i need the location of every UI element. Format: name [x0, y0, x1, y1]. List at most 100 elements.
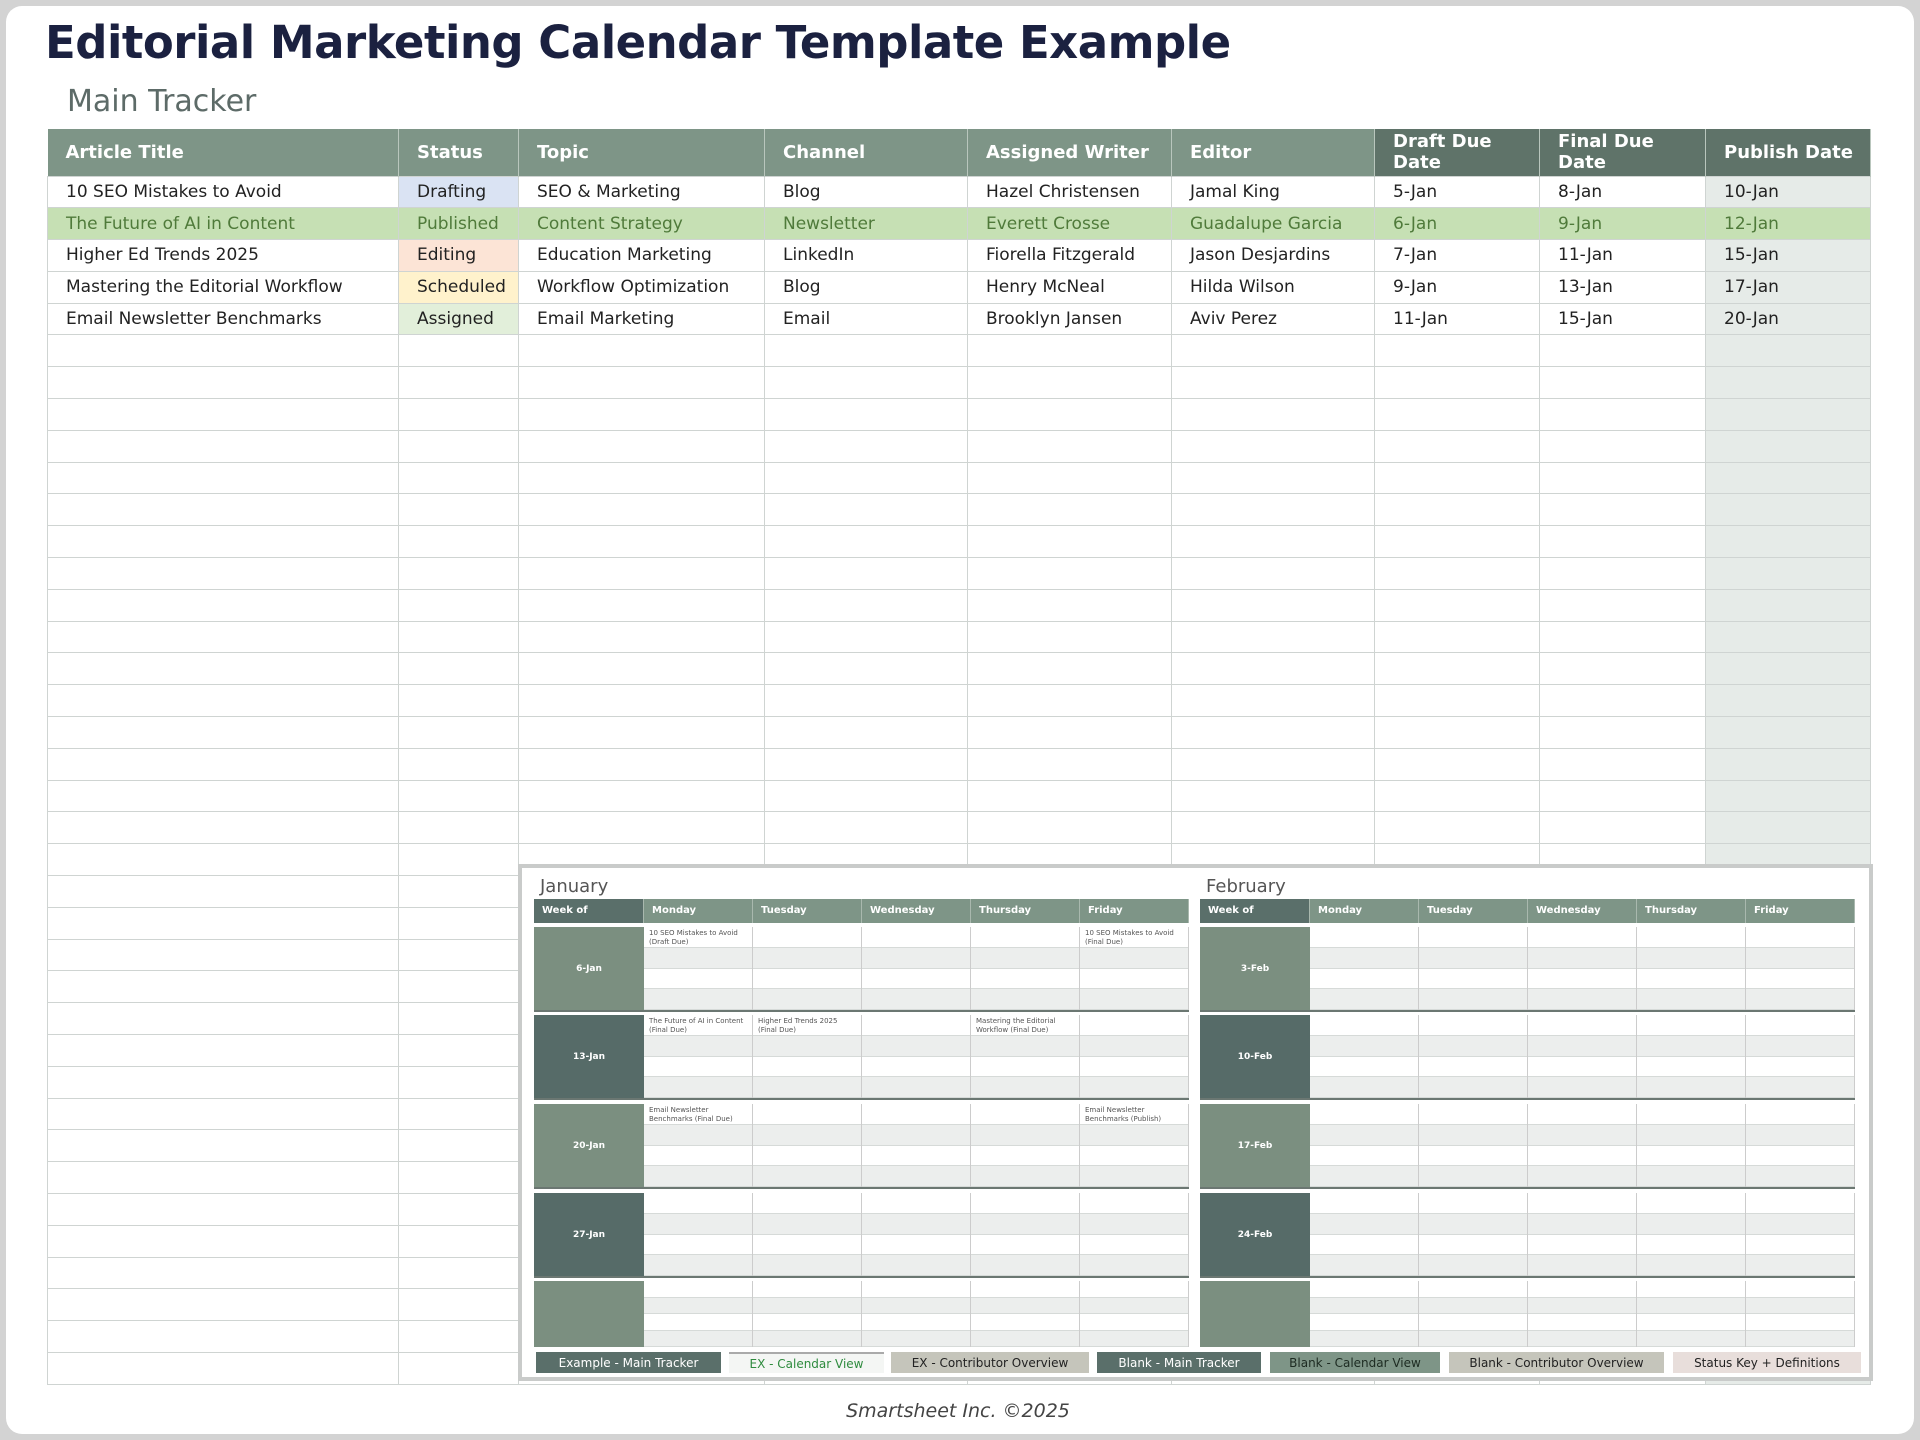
table-cell[interactable]: [1705, 525, 1871, 559]
calendar-slot[interactable]: 10 SEO Mistakes to Avoid (Final Due): [1080, 927, 1188, 948]
day-cell[interactable]: [1528, 1015, 1637, 1098]
calendar-slot[interactable]: [753, 969, 861, 990]
calendar-slot[interactable]: [1528, 1124, 1636, 1146]
column-header[interactable]: Article Title: [47, 129, 399, 176]
table-cell[interactable]: [1705, 493, 1871, 527]
calendar-slot[interactable]: [971, 1330, 1079, 1347]
table-cell[interactable]: 7-Jan: [1374, 239, 1540, 272]
sheet-tab[interactable]: Blank - Main Tracker: [1097, 1352, 1261, 1373]
day-cell[interactable]: [1419, 1281, 1528, 1347]
table-cell[interactable]: Email Newsletter Benchmarks: [47, 302, 399, 336]
table-cell[interactable]: 6-Jan: [1374, 207, 1540, 241]
table-cell[interactable]: [1374, 398, 1540, 431]
calendar-slot[interactable]: [862, 1124, 970, 1146]
table-cell[interactable]: Fiorella Fitzgerald: [967, 239, 1172, 272]
day-cell[interactable]: [1528, 927, 1637, 1010]
table-cell[interactable]: [398, 875, 519, 908]
table-cell[interactable]: [47, 1161, 399, 1194]
table-cell[interactable]: 5-Jan: [1374, 175, 1540, 209]
calendar-slot[interactable]: [1080, 1124, 1188, 1146]
table-cell[interactable]: [1705, 334, 1871, 368]
table-cell[interactable]: [47, 493, 399, 527]
calendar-slot[interactable]: [1310, 947, 1418, 969]
table-cell[interactable]: [967, 493, 1172, 527]
calendar-slot[interactable]: [862, 989, 970, 1010]
table-cell[interactable]: [1705, 716, 1871, 749]
table-cell[interactable]: [1374, 716, 1540, 749]
calendar-slot[interactable]: [862, 1057, 970, 1078]
table-cell[interactable]: [1374, 493, 1540, 527]
day-cell[interactable]: [753, 1193, 862, 1276]
calendar-slot[interactable]: [1746, 1035, 1854, 1057]
table-cell[interactable]: [1705, 557, 1871, 590]
calendar-slot[interactable]: [644, 1166, 752, 1187]
calendar-slot[interactable]: [1637, 1255, 1745, 1276]
day-cell[interactable]: [1419, 1104, 1528, 1187]
calendar-slot[interactable]: [1528, 1104, 1636, 1125]
table-cell[interactable]: [1539, 620, 1706, 654]
calendar-slot[interactable]: [1310, 1255, 1418, 1276]
table-cell[interactable]: [398, 747, 519, 781]
table-cell[interactable]: [764, 461, 968, 495]
table-cell[interactable]: [967, 747, 1172, 781]
calendar-slot[interactable]: [644, 1297, 752, 1314]
table-cell[interactable]: [1705, 588, 1871, 622]
calendar-slot[interactable]: [1528, 1015, 1636, 1036]
calendar-slot[interactable]: [1080, 1166, 1188, 1187]
calendar-slot[interactable]: [1746, 1193, 1854, 1214]
table-cell[interactable]: [1171, 366, 1375, 400]
calendar-slot[interactable]: [1528, 1213, 1636, 1235]
table-cell[interactable]: Drafting: [398, 175, 519, 209]
calendar-slot[interactable]: [644, 969, 752, 990]
calendar-slot[interactable]: [753, 1213, 861, 1235]
table-cell[interactable]: [47, 398, 399, 431]
table-cell[interactable]: [1539, 557, 1706, 590]
calendar-slot[interactable]: [862, 1015, 970, 1036]
table-cell[interactable]: Mastering the Editorial Workflow: [47, 270, 399, 304]
table-cell[interactable]: [1374, 461, 1540, 495]
table-cell[interactable]: [47, 525, 399, 559]
table-cell[interactable]: [1374, 525, 1540, 559]
calendar-slot[interactable]: [1419, 1281, 1527, 1298]
day-cell[interactable]: [1746, 1281, 1855, 1347]
day-cell[interactable]: [1746, 1193, 1855, 1276]
calendar-slot[interactable]: [1080, 1281, 1188, 1298]
calendar-slot[interactable]: [1419, 927, 1527, 948]
table-cell[interactable]: [1539, 493, 1706, 527]
table-cell[interactable]: Jamal King: [1171, 175, 1375, 209]
sheet-tab[interactable]: EX - Calendar View: [729, 1352, 884, 1373]
table-cell[interactable]: Email Marketing: [518, 302, 765, 336]
table-cell[interactable]: [1539, 334, 1706, 368]
calendar-slot[interactable]: [753, 947, 861, 969]
table-cell[interactable]: [398, 1288, 519, 1322]
day-cell[interactable]: [862, 1104, 971, 1187]
table-cell[interactable]: 8-Jan: [1539, 175, 1706, 209]
table-cell[interactable]: [47, 1034, 399, 1067]
calendar-slot[interactable]: [862, 1255, 970, 1276]
table-cell[interactable]: [518, 429, 765, 463]
calendar-slot[interactable]: [1310, 1077, 1418, 1098]
day-cell[interactable]: [1310, 927, 1419, 1010]
table-cell[interactable]: [1374, 588, 1540, 622]
calendar-slot[interactable]: Email Newsletter Benchmarks (Final Due): [644, 1104, 752, 1125]
table-cell[interactable]: 9-Jan: [1374, 270, 1540, 304]
calendar-slot[interactable]: [644, 1035, 752, 1057]
table-cell[interactable]: [1539, 429, 1706, 463]
calendar-slot[interactable]: [753, 927, 861, 948]
calendar-slot[interactable]: [753, 1146, 861, 1167]
table-cell[interactable]: Assigned: [398, 302, 519, 336]
table-cell[interactable]: Brooklyn Jansen: [967, 302, 1172, 336]
calendar-slot[interactable]: [644, 947, 752, 969]
calendar-slot[interactable]: [971, 927, 1079, 948]
table-cell[interactable]: [1171, 334, 1375, 368]
calendar-slot[interactable]: [753, 1124, 861, 1146]
calendar-slot[interactable]: Higher Ed Trends 2025 (Final Due): [753, 1015, 861, 1036]
table-cell[interactable]: [1374, 557, 1540, 590]
table-cell[interactable]: Everett Crosse: [967, 207, 1172, 241]
table-cell[interactable]: [1171, 747, 1375, 781]
calendar-slot[interactable]: [1419, 969, 1527, 990]
table-cell[interactable]: [764, 557, 968, 590]
calendar-slot[interactable]: [1310, 1035, 1418, 1057]
calendar-slot[interactable]: [1528, 1057, 1636, 1078]
calendar-slot[interactable]: [1528, 1166, 1636, 1187]
